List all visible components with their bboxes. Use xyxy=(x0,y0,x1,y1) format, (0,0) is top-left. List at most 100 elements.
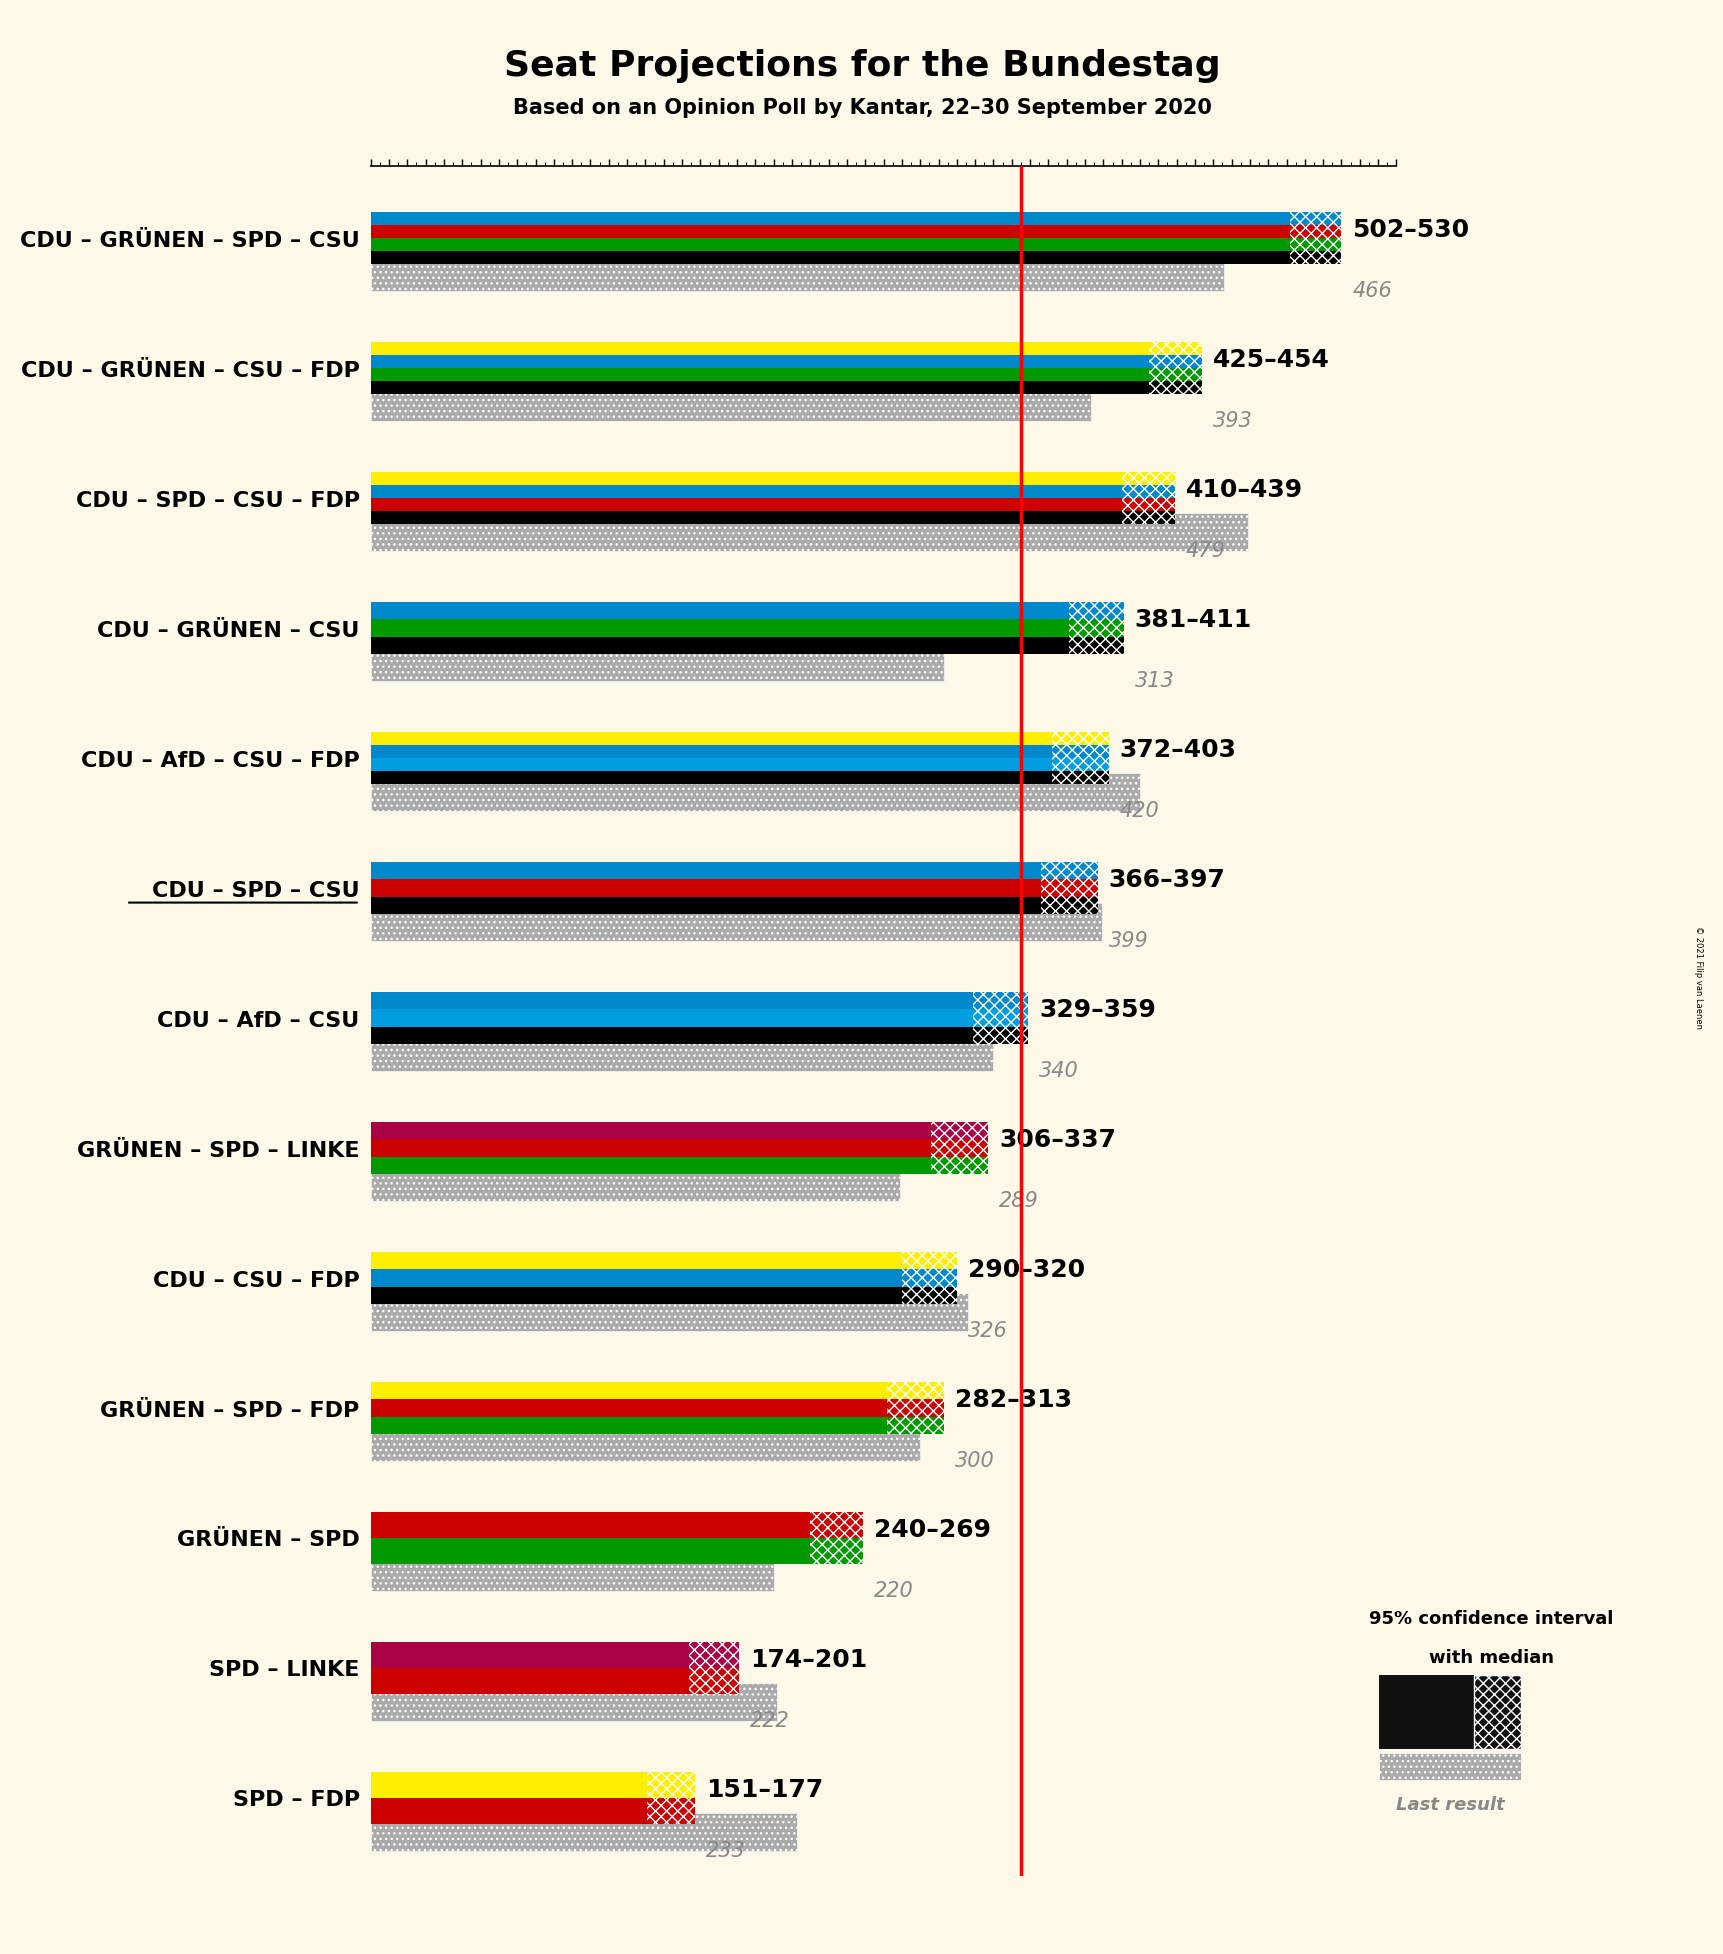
Bar xyxy=(370,1553,774,1591)
Bar xyxy=(1289,225,1340,238)
Text: CDU – SPD – CSU – FDP: CDU – SPD – CSU – FDP xyxy=(76,490,360,510)
Bar xyxy=(1149,367,1201,381)
Bar xyxy=(1149,342,1201,356)
Bar xyxy=(370,367,1149,381)
Bar xyxy=(370,1798,646,1823)
Bar xyxy=(1051,733,1108,744)
Text: Last result: Last result xyxy=(1394,1796,1504,1813)
Bar xyxy=(370,514,1247,551)
Bar xyxy=(901,1270,956,1286)
Text: 425–454: 425–454 xyxy=(1213,348,1330,373)
Text: 174–201: 174–201 xyxy=(750,1647,867,1673)
Text: GRÜNEN – SPD – LINKE: GRÜNEN – SPD – LINKE xyxy=(78,1141,360,1161)
Bar xyxy=(689,1641,739,1669)
Bar xyxy=(810,1538,863,1563)
Bar xyxy=(370,1417,887,1434)
Bar xyxy=(646,1772,694,1798)
Bar xyxy=(370,238,1289,250)
Bar xyxy=(1041,862,1098,879)
Bar xyxy=(887,1417,944,1434)
Text: 220: 220 xyxy=(874,1581,913,1600)
Bar xyxy=(370,1253,901,1270)
Bar xyxy=(1149,381,1201,395)
Text: CDU – SPD – CSU: CDU – SPD – CSU xyxy=(152,881,360,901)
Text: 479: 479 xyxy=(1185,541,1225,561)
Bar xyxy=(1289,250,1340,264)
Text: 326: 326 xyxy=(967,1321,1006,1340)
Bar xyxy=(370,1270,901,1286)
Text: CDU – CSU – FDP: CDU – CSU – FDP xyxy=(153,1270,360,1290)
Text: 151–177: 151–177 xyxy=(705,1778,822,1802)
Bar xyxy=(370,1157,930,1174)
Bar xyxy=(370,1034,992,1071)
Bar xyxy=(646,1798,694,1823)
Bar xyxy=(370,602,1068,619)
Bar xyxy=(370,1010,973,1026)
Bar xyxy=(370,1286,901,1303)
Bar xyxy=(810,1512,863,1538)
Bar xyxy=(370,342,1149,356)
Bar xyxy=(370,1682,777,1721)
Bar xyxy=(370,879,1041,897)
Text: 306–337: 306–337 xyxy=(998,1127,1115,1153)
Bar xyxy=(370,897,1041,914)
Bar xyxy=(370,1641,689,1669)
Bar xyxy=(1041,879,1098,897)
Text: 282–313: 282–313 xyxy=(955,1387,1072,1413)
Bar xyxy=(370,903,1101,942)
Bar xyxy=(887,1381,944,1399)
Bar xyxy=(1068,619,1123,637)
Bar xyxy=(370,643,944,682)
Bar xyxy=(370,774,1139,811)
Bar xyxy=(1051,772,1108,784)
Bar xyxy=(370,637,1068,655)
Bar xyxy=(1122,485,1173,498)
Bar xyxy=(370,381,1149,395)
Bar xyxy=(370,1772,646,1798)
Bar xyxy=(1289,238,1340,250)
Text: CDU – GRÜNEN – SPD – CSU: CDU – GRÜNEN – SPD – CSU xyxy=(21,231,360,250)
Text: 502–530: 502–530 xyxy=(1351,219,1468,242)
Bar xyxy=(1068,637,1123,655)
Bar xyxy=(689,1669,739,1694)
Text: 233: 233 xyxy=(705,1841,744,1860)
Text: 240–269: 240–269 xyxy=(874,1518,991,1542)
Text: 300: 300 xyxy=(955,1452,994,1471)
Bar xyxy=(370,1538,810,1563)
Text: 290–320: 290–320 xyxy=(967,1258,1084,1282)
Bar xyxy=(370,1423,920,1462)
Bar xyxy=(1068,602,1123,619)
Bar xyxy=(370,733,1051,744)
Bar xyxy=(370,1813,798,1850)
Bar xyxy=(370,1381,887,1399)
Bar xyxy=(370,1669,689,1694)
Bar xyxy=(370,485,1122,498)
Bar xyxy=(370,1139,930,1157)
Text: 329–359: 329–359 xyxy=(1039,998,1156,1022)
Text: Based on an Opinion Poll by Kantar, 22–30 September 2020: Based on an Opinion Poll by Kantar, 22–3… xyxy=(512,98,1211,117)
Bar xyxy=(370,1399,887,1417)
Text: 372–403: 372–403 xyxy=(1120,739,1235,762)
Text: CDU – AfD – CSU: CDU – AfD – CSU xyxy=(157,1010,360,1030)
Text: GRÜNEN – SPD – FDP: GRÜNEN – SPD – FDP xyxy=(100,1401,360,1421)
Text: 340: 340 xyxy=(1039,1061,1079,1081)
Bar xyxy=(973,1026,1027,1043)
Text: 222: 222 xyxy=(750,1712,789,1731)
Bar xyxy=(370,225,1289,238)
Text: 366–397: 366–397 xyxy=(1108,868,1225,893)
Bar xyxy=(370,1163,899,1202)
Bar xyxy=(370,1512,810,1538)
Text: Seat Projections for the Bundestag: Seat Projections for the Bundestag xyxy=(503,49,1220,82)
Bar xyxy=(370,744,1051,758)
Bar xyxy=(370,213,1289,225)
Bar xyxy=(370,498,1122,512)
Text: CDU – AfD – CSU – FDP: CDU – AfD – CSU – FDP xyxy=(81,750,360,770)
Bar xyxy=(1289,213,1340,225)
Bar xyxy=(930,1139,987,1157)
Text: SPD – FDP: SPD – FDP xyxy=(233,1790,360,1811)
Bar xyxy=(370,758,1051,772)
Text: GRÜNEN – SPD: GRÜNEN – SPD xyxy=(177,1530,360,1550)
Bar xyxy=(370,1294,967,1331)
Bar xyxy=(887,1399,944,1417)
Bar xyxy=(370,473,1122,485)
